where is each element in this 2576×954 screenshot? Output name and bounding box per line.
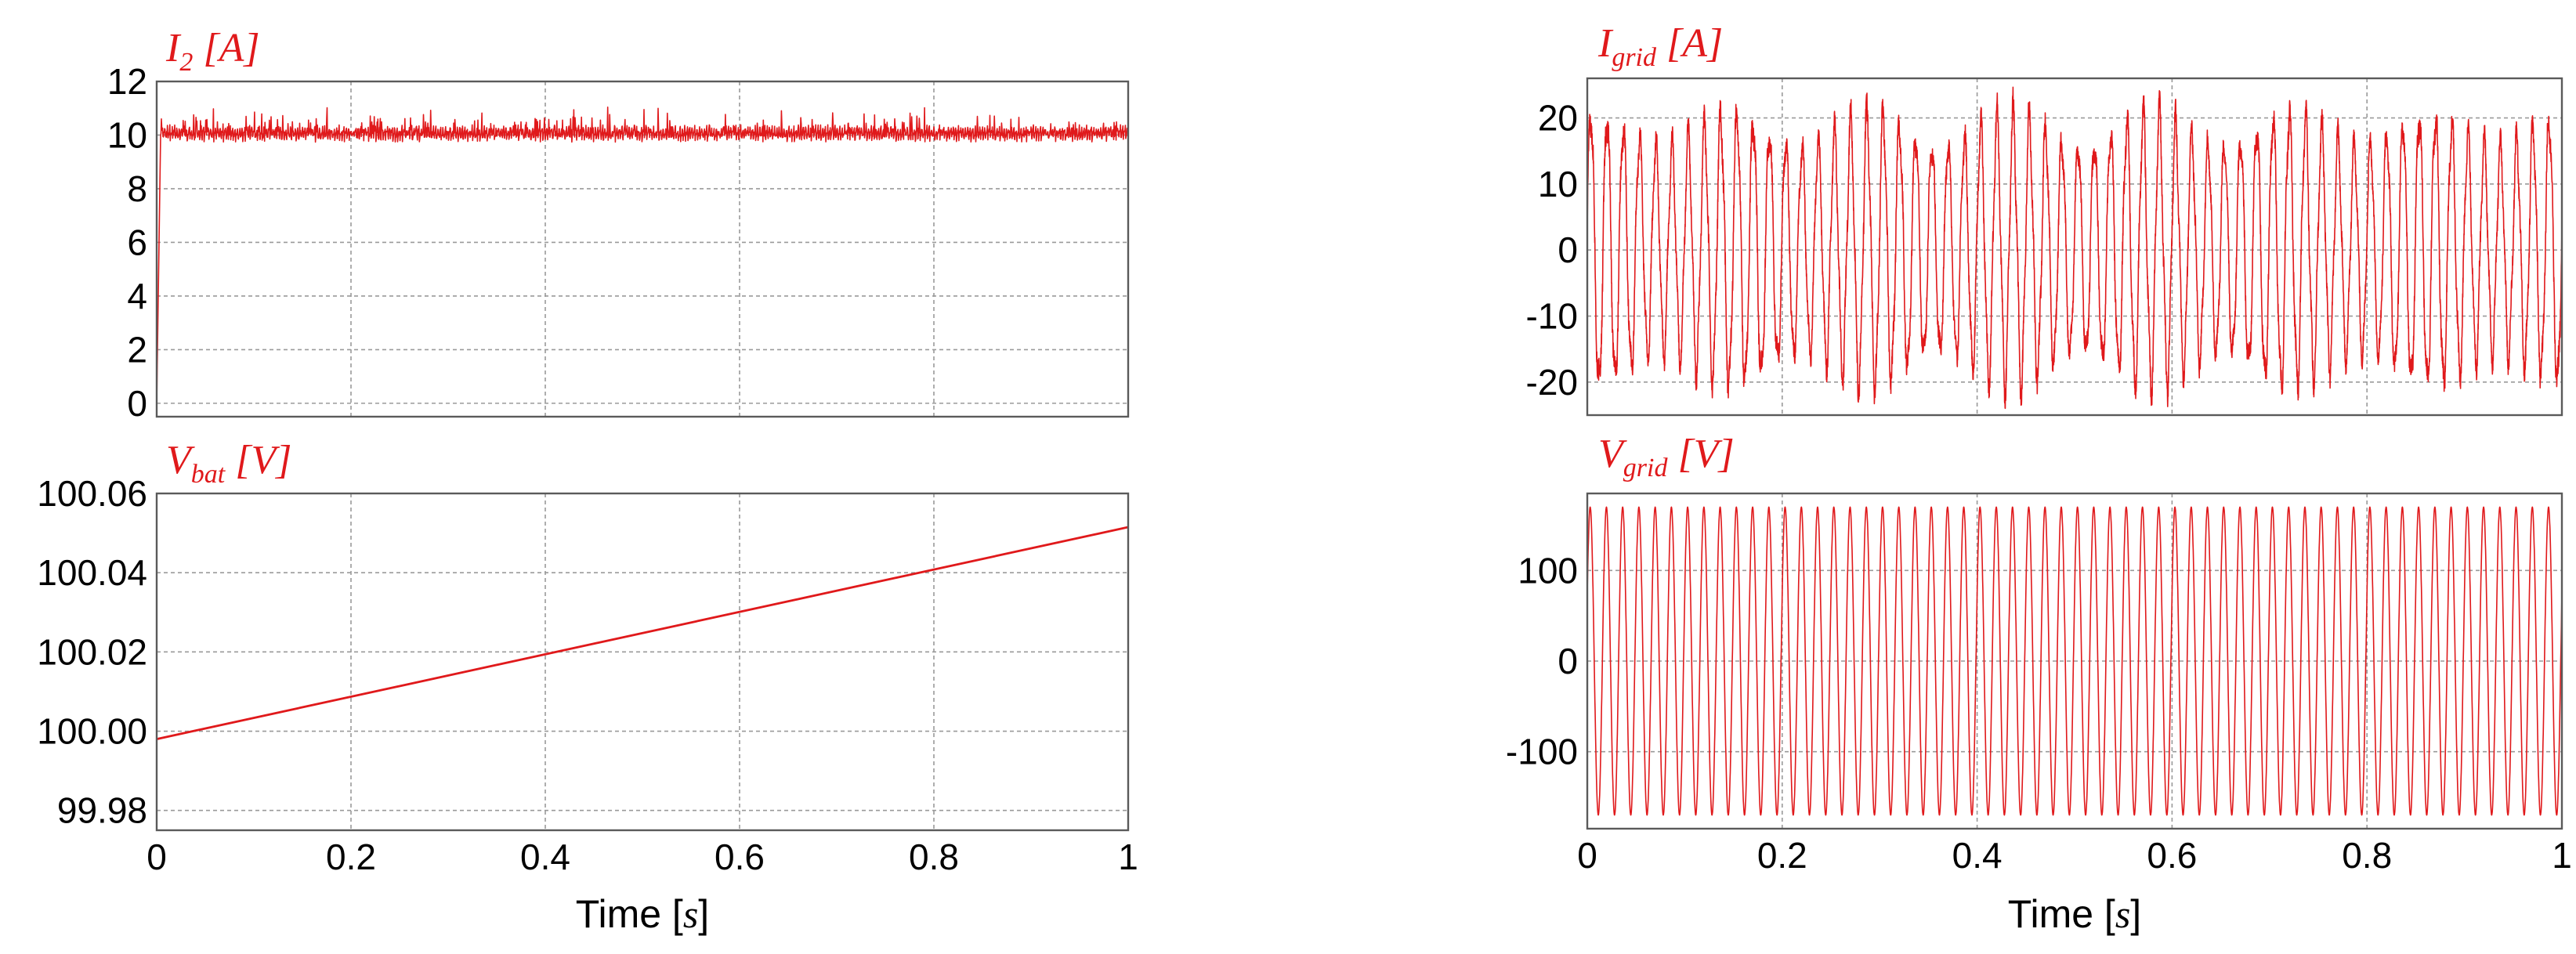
y-tick-label: 99.98 [57, 790, 147, 831]
y-tick-label: 8 [127, 168, 147, 209]
y-tick-label: 100.04 [37, 552, 147, 593]
chart-panel-vbat: Vbat [V] 99.98 100.00 100.02 100.04 100.06 0 0… [37, 438, 1138, 936]
y-tick-label: 10 [1538, 164, 1578, 204]
y-tick-label: 20 [1538, 98, 1578, 139]
y-tick-label: 0 [1558, 641, 1578, 681]
y-tick-label: -10 [1526, 296, 1578, 337]
x-axis-label-vbat: Time [s] [576, 892, 709, 936]
plot-frame-igrid [1586, 77, 2563, 417]
x-tick-label: 0.2 [1757, 835, 1807, 876]
y-tick-label: -20 [1526, 362, 1578, 403]
plot-frame-vbat [155, 492, 1130, 832]
y-tick-label: 4 [127, 276, 147, 316]
y-tick-label: 100.06 [37, 473, 147, 514]
y-tick-label: -100 [1506, 732, 1578, 772]
plot-frame-i2 [155, 80, 1130, 418]
x-tick-label: 0 [1577, 835, 1597, 876]
y-tick-label: 100.00 [37, 711, 147, 752]
chart-title-igrid: Igrid [A] [1597, 21, 1723, 72]
chart-title-i2: I2 [A] [165, 26, 260, 77]
series-line-i2 [156, 107, 1129, 403]
chart-panel-vgrid: Vgrid [V] -100 0 100 0 0.2 0.4 0.6 0.8 1 Time [s… [1506, 432, 2572, 936]
x-tick-label: 0.4 [1952, 835, 2003, 876]
x-tick-label: 1 [1118, 837, 1138, 877]
plot-frame-vgrid [1586, 492, 2563, 830]
x-tick-label: 0.6 [2147, 835, 2197, 876]
y-tick-label: 6 [127, 222, 147, 262]
chart-title-vgrid: Vgrid [V] [1598, 432, 1735, 482]
series-line-igrid [1586, 86, 2563, 410]
chart-panel-i2: I2 [A] 0 2 4 6 8 10 12 [107, 26, 1130, 424]
x-tick-label: 0.6 [715, 837, 765, 877]
x-axis-label-vgrid: Time [s] [2008, 892, 2141, 936]
y-tick-label: 2 [127, 329, 147, 370]
x-tick-label: 0.8 [909, 837, 959, 877]
y-tick-label: 0 [127, 383, 147, 424]
y-tick-label: 100.02 [37, 631, 147, 672]
x-tick-label: 0.8 [2342, 835, 2392, 876]
y-tick-label: 10 [107, 114, 147, 155]
y-tick-label: 100 [1518, 550, 1578, 591]
x-tick-label: 0.2 [326, 837, 376, 877]
y-tick-label: 0 [1558, 229, 1578, 270]
series-line-vbat [156, 526, 1129, 740]
x-tick-label: 1 [2552, 835, 2572, 876]
y-tick-label: 12 [107, 61, 147, 102]
series-line-vgrid [1586, 506, 2563, 816]
x-tick-label: 0 [147, 837, 167, 877]
chart-title-vbat: Vbat [V] [166, 438, 291, 489]
x-tick-label: 0.4 [520, 837, 570, 877]
chart-panel-igrid: Igrid [A] -20 -10 0 10 20 [1526, 21, 2563, 417]
